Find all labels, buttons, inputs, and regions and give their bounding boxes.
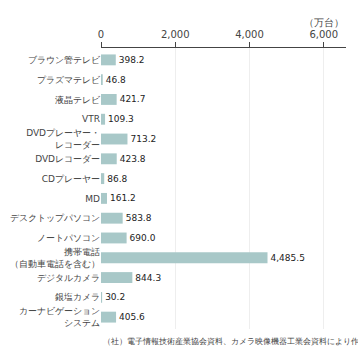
svg-text:4,000: 4,000 bbox=[235, 29, 264, 40]
svg-text:844.3: 844.3 bbox=[135, 273, 161, 283]
svg-text:DVDレコーダー: DVDレコーダー bbox=[35, 154, 100, 164]
svg-text:（社）電子情報技術産業協会資料、カメラ映像機器工業会資料によ: （社）電子情報技術産業協会資料、カメラ映像機器工業会資料により作成 bbox=[103, 337, 358, 346]
svg-text:ブラウン管テレビ: ブラウン管テレビ bbox=[28, 55, 101, 65]
svg-text:デスクトップパソコン: デスクトップパソコン bbox=[10, 213, 100, 223]
svg-text:（万台）: （万台） bbox=[304, 17, 344, 28]
svg-text:CDプレーヤー: CDプレーヤー bbox=[42, 174, 100, 184]
svg-text:VTR: VTR bbox=[82, 114, 100, 124]
svg-text:0: 0 bbox=[98, 29, 104, 40]
svg-text:6,000: 6,000 bbox=[309, 29, 338, 40]
svg-text:713.2: 713.2 bbox=[130, 134, 156, 144]
svg-text:プラズマテレビ: プラズマテレビ bbox=[37, 75, 101, 85]
svg-text:携帯電話（自動車電話を含む）: 携帯電話（自動車電話を含む） bbox=[10, 247, 100, 269]
svg-text:46.8: 46.8 bbox=[106, 75, 126, 85]
svg-text:2,000: 2,000 bbox=[161, 29, 190, 40]
svg-text:液晶テレビ: 液晶テレビ bbox=[55, 95, 101, 105]
svg-text:MD: MD bbox=[85, 194, 100, 204]
svg-text:ノートパソコン: ノートパソコン bbox=[37, 233, 100, 243]
svg-text:583.8: 583.8 bbox=[126, 213, 152, 223]
svg-text:銀塩カメラ: 銀塩カメラ bbox=[55, 292, 100, 302]
svg-text:30.2: 30.2 bbox=[105, 292, 125, 302]
svg-text:423.8: 423.8 bbox=[120, 154, 146, 164]
svg-text:109.3: 109.3 bbox=[108, 114, 134, 124]
svg-text:86.8: 86.8 bbox=[107, 174, 127, 184]
svg-text:405.6: 405.6 bbox=[119, 312, 145, 322]
svg-text:4,485.5: 4,485.5 bbox=[271, 253, 305, 263]
svg-text:デジタルカメラ: デジタルカメラ bbox=[37, 273, 100, 283]
svg-text:690.0: 690.0 bbox=[130, 233, 156, 243]
svg-text:421.7: 421.7 bbox=[120, 94, 146, 104]
svg-text:398.2: 398.2 bbox=[119, 55, 145, 65]
svg-text:161.2: 161.2 bbox=[110, 193, 136, 203]
svg-text:DVDプレーヤー・レコーダー: DVDプレーヤー・レコーダー bbox=[26, 128, 100, 150]
svg-text:カーナビゲーションシステム: カーナビゲーションシステム bbox=[19, 306, 100, 328]
